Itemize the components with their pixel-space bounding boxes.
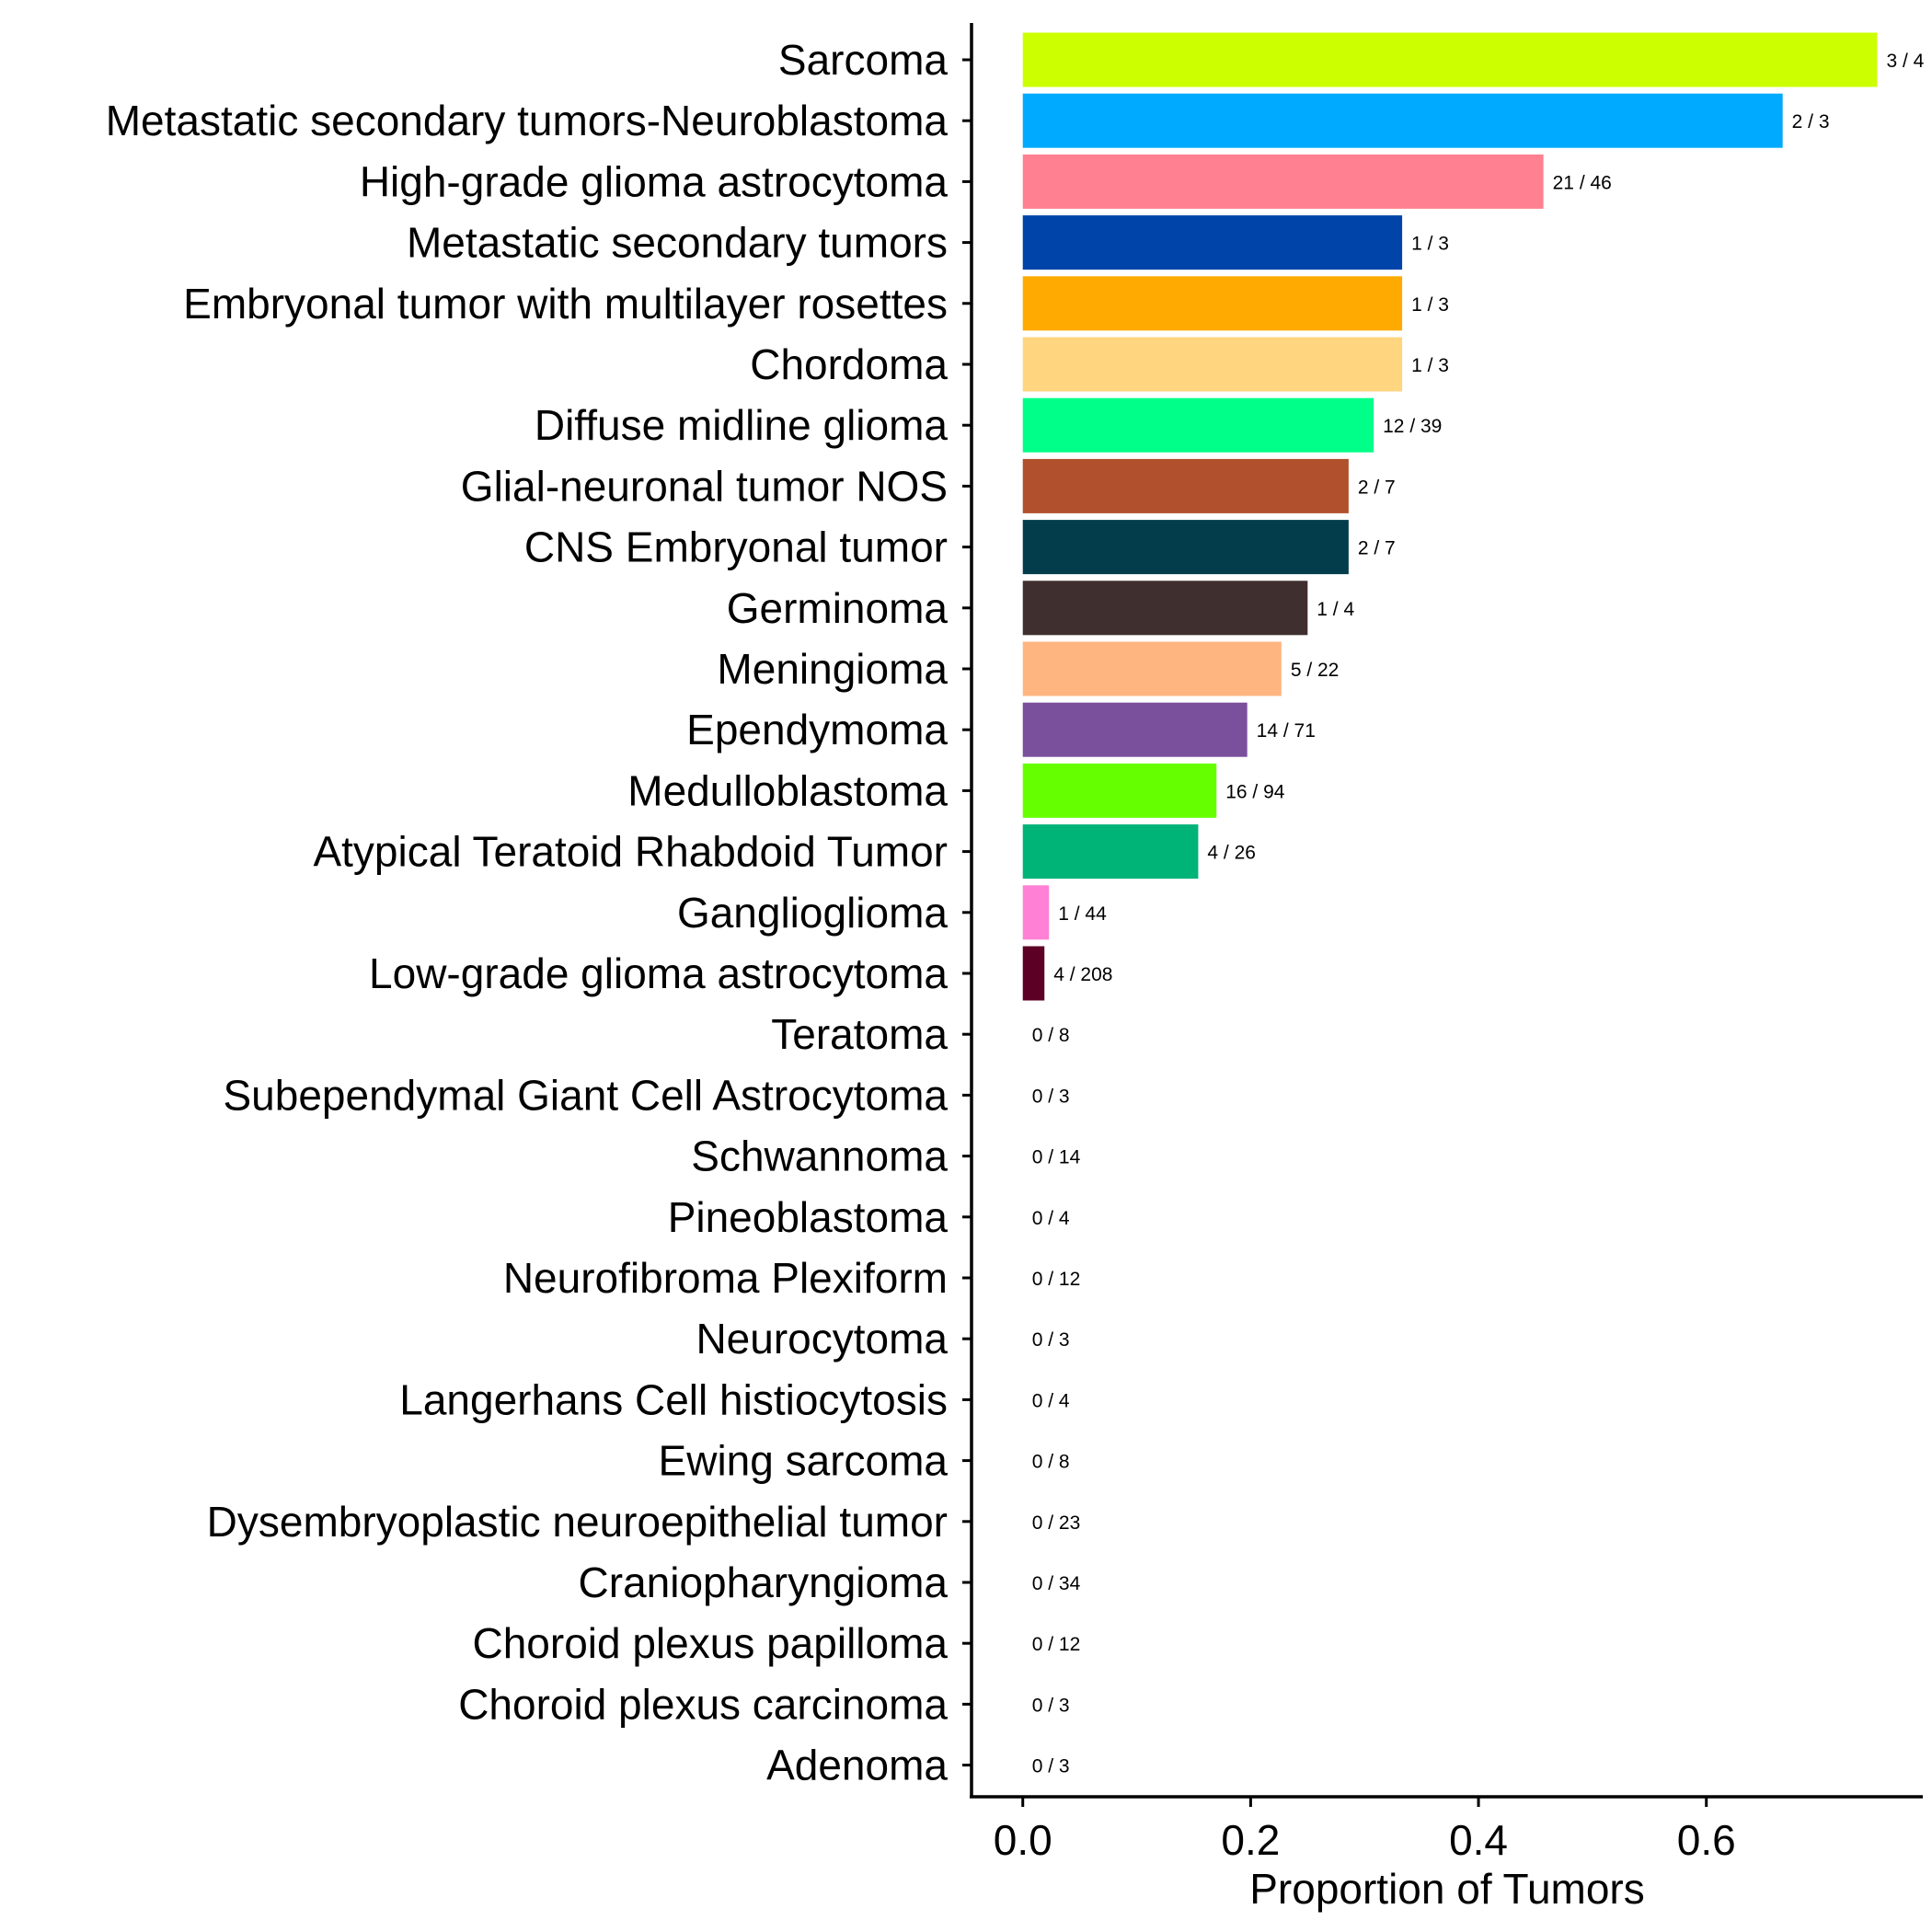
category-label: Glial-neuronal tumor NOS <box>461 462 948 510</box>
bar-value-label: 16 / 94 <box>1225 781 1285 802</box>
bar <box>1022 885 1050 940</box>
bar-value-label: 12 / 39 <box>1383 416 1442 437</box>
bar-value-label: 2 / 7 <box>1358 538 1396 559</box>
bar-value-label: 2 / 7 <box>1358 477 1396 498</box>
bar-value-label: 0 / 12 <box>1032 1634 1081 1655</box>
category-label: Metastatic secondary tumors-Neuroblastom… <box>106 97 949 144</box>
category-label: Neurocytoma <box>696 1315 948 1363</box>
bar-value-label: 4 / 208 <box>1053 964 1112 985</box>
bar-value-label: 0 / 23 <box>1032 1512 1081 1534</box>
category-label: Choroid plexus papilloma <box>472 1619 948 1667</box>
bar <box>1022 763 1217 818</box>
bar <box>1022 702 1248 757</box>
category-label: Subependymal Giant Cell Astrocytoma <box>223 1071 948 1119</box>
category-label: Langerhans Cell histiocytosis <box>399 1375 948 1423</box>
category-label: Neurofibroma Plexiform <box>503 1254 948 1302</box>
bar <box>1022 154 1544 209</box>
category-label: Embryonal tumor with multilayer rosettes <box>183 280 948 328</box>
bar <box>1022 215 1403 270</box>
bar-value-label: 21 / 46 <box>1553 172 1612 193</box>
bar <box>1022 32 1878 87</box>
category-label: Adenoma <box>766 1742 948 1789</box>
category-label: Chordoma <box>750 340 948 388</box>
bar <box>1022 337 1403 392</box>
bar-value-label: 0 / 8 <box>1032 1025 1070 1046</box>
category-label: Craniopharyngioma <box>579 1558 949 1606</box>
bar <box>1022 581 1308 636</box>
x-axis-title: Proportion of Tumors <box>1249 1865 1645 1913</box>
category-label: High-grade glioma astrocytoma <box>360 157 949 205</box>
category-label: Ependymoma <box>686 706 948 753</box>
bar <box>1022 641 1282 696</box>
bars <box>1022 32 1878 1001</box>
bar-value-label: 0 / 34 <box>1032 1573 1081 1594</box>
x-tick-label: 0.6 <box>1677 1816 1736 1864</box>
bar <box>1022 520 1349 575</box>
category-label: Choroid plexus carcinoma <box>458 1680 948 1728</box>
bar-labels: 3 / 4 2 / 3 21 / 46 1 / 3 1 / 3 1 / 3 12 / 39 2… <box>1032 51 1925 1777</box>
bar-value-label: 0 / 4 <box>1032 1208 1070 1229</box>
bar-value-label: 0 / 3 <box>1032 1756 1070 1777</box>
bar <box>1022 397 1374 453</box>
bar-value-label: 0 / 12 <box>1032 1269 1081 1290</box>
x-axis: 0.0 0.2 0.4 0.6 <box>970 1795 1923 1864</box>
category-label: CNS Embryonal tumor <box>524 523 948 571</box>
bar-value-label: 4 / 26 <box>1207 843 1256 864</box>
bar <box>1022 93 1783 148</box>
category-label: Ganglioglioma <box>677 889 948 937</box>
bar <box>1022 276 1403 331</box>
bar-value-label: 0 / 4 <box>1032 1390 1070 1411</box>
category-label: Medulloblastoma <box>627 766 948 814</box>
category-label: Ewing sarcoma <box>659 1437 949 1485</box>
category-label: Atypical Teratoid Rhabdoid Tumor <box>313 828 948 876</box>
bar-value-label: 2 / 3 <box>1792 111 1830 132</box>
bar-value-label: 1 / 44 <box>1058 903 1107 925</box>
bar <box>1022 824 1199 880</box>
category-label: Low-grade glioma astrocytoma <box>369 949 948 997</box>
bar-value-label: 0 / 14 <box>1032 1147 1081 1168</box>
category-label: Pineoblastoma <box>668 1193 949 1241</box>
category-label: Sarcoma <box>778 36 948 84</box>
bar <box>1022 458 1349 513</box>
category-label: Teratoma <box>771 1010 948 1058</box>
x-tick-label: 0.2 <box>1221 1816 1280 1864</box>
bar-value-label: 3 / 4 <box>1886 51 1924 72</box>
bar-value-label: 0 / 3 <box>1032 1329 1070 1351</box>
bar-value-label: 1 / 4 <box>1317 599 1354 620</box>
bar-value-label: 14 / 71 <box>1257 720 1316 742</box>
x-tick-label: 0.0 <box>994 1816 1052 1864</box>
category-label: Metastatic secondary tumors <box>407 219 948 267</box>
bar-value-label: 0 / 3 <box>1032 1086 1070 1107</box>
category-label: Germinoma <box>727 584 949 632</box>
bar-value-label: 0 / 3 <box>1032 1695 1070 1716</box>
bar-value-label: 1 / 3 <box>1411 234 1449 255</box>
category-label: Meningioma <box>717 645 948 693</box>
category-label: Dysembryoplastic neuroepithelial tumor <box>207 1498 948 1546</box>
bar-value-label: 1 / 3 <box>1411 294 1449 316</box>
y-axis <box>962 23 973 1797</box>
bar-value-label: 1 / 3 <box>1411 355 1449 376</box>
bar-value-label: 5 / 22 <box>1291 660 1340 681</box>
category-label: Schwannoma <box>691 1133 948 1180</box>
bar-value-label: 0 / 8 <box>1032 1452 1070 1473</box>
x-tick-label: 0.4 <box>1449 1816 1508 1864</box>
bar <box>1022 946 1045 1001</box>
category-labels: Sarcoma Metastatic secondary tumors-Neuro… <box>106 36 949 1789</box>
category-label: Diffuse midline glioma <box>535 401 949 449</box>
